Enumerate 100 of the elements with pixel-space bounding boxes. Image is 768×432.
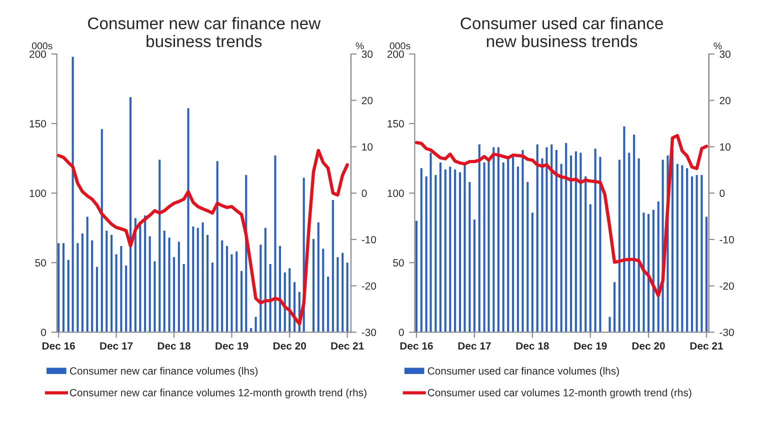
bar (178, 242, 180, 332)
x-tick-label: Dec 17 (458, 342, 491, 350)
bar (565, 143, 568, 332)
x-tick-label: Dec 21 (331, 342, 364, 350)
y-tick-label: 100 (30, 190, 46, 197)
bar (705, 216, 708, 332)
bar (317, 222, 320, 332)
legend-label: Consumer new car finance volumes 12-month growth trend (rhs) (70, 388, 366, 398)
bar (120, 246, 122, 332)
x-tick-label: Dec 17 (100, 342, 133, 350)
y-tick-label: 150 (30, 120, 46, 128)
bar (192, 226, 194, 332)
bar (522, 150, 524, 332)
bar (536, 144, 538, 332)
y2-tick-label: -10 (362, 236, 376, 244)
bar (584, 176, 587, 332)
bar (478, 144, 480, 332)
bar (336, 257, 339, 332)
bar (507, 158, 510, 332)
bar (531, 212, 534, 332)
y2-axis-title: % (356, 42, 364, 50)
bar (434, 175, 437, 332)
bar (202, 222, 204, 332)
y2-tick-label: 10 (362, 143, 373, 151)
x-tick-label: Dec 20 (632, 342, 665, 350)
bar (526, 182, 529, 332)
bar (633, 134, 636, 332)
bar (216, 161, 218, 332)
bar (163, 230, 166, 332)
bar (58, 243, 60, 332)
bar (182, 264, 185, 332)
y2-tick-label: -30 (362, 328, 376, 336)
bar (700, 175, 703, 332)
y-tick-label: 50 (35, 259, 46, 267)
bar (642, 212, 645, 332)
bar (206, 234, 209, 332)
bar (139, 222, 142, 332)
bar (342, 252, 344, 332)
y2-tick-label: -20 (362, 282, 376, 290)
bar (172, 257, 176, 332)
y2-tick-label: 20 (720, 96, 730, 104)
bar (454, 169, 456, 332)
bar (327, 276, 330, 332)
bar (420, 168, 422, 332)
bar (264, 228, 266, 332)
bar (550, 144, 553, 332)
bar (260, 244, 262, 332)
y2-tick-label: 20 (362, 96, 373, 104)
bar (671, 150, 674, 332)
bar (676, 164, 678, 332)
bar (652, 210, 654, 332)
bar (570, 156, 572, 332)
x-tick-label: Dec 19 (574, 342, 607, 350)
bar (430, 152, 432, 332)
bar (415, 220, 418, 332)
bar (449, 166, 452, 332)
x-tick-label: Dec 21 (690, 342, 723, 350)
chart-title: Consumer new car finance new business trends (88, 17, 321, 48)
bar (696, 175, 698, 332)
bar (96, 266, 98, 332)
x-tick-label: Dec 20 (274, 342, 306, 350)
y2-axis-title: % (714, 42, 722, 50)
legend-label: Consumer used car finance volumes (lhs) (428, 366, 619, 377)
y-tick-label: 150 (388, 120, 404, 128)
bar (574, 151, 577, 332)
bar (322, 248, 324, 332)
bar (154, 261, 156, 332)
bar (269, 264, 272, 332)
legend-label: Consumer new car finance volumes (lhs) (70, 366, 258, 377)
bar (278, 246, 281, 332)
bar (541, 158, 544, 332)
bar (110, 234, 113, 332)
bar (187, 108, 190, 332)
bar (444, 169, 446, 332)
bar (240, 271, 243, 332)
x-tick-label: Dec 19 (216, 342, 248, 350)
y2-tick-label: 30 (720, 50, 730, 58)
y-axis-title: 000s (390, 42, 410, 50)
bar (468, 182, 471, 332)
x-tick-label: Dec 16 (400, 342, 433, 350)
bar (516, 166, 519, 332)
y-tick-label: 200 (387, 50, 404, 58)
bar (130, 97, 132, 332)
line-series (56, 148, 349, 326)
y2-tick-label: 0 (362, 190, 367, 197)
bar (638, 158, 640, 332)
y2-tick-label: -20 (720, 282, 734, 290)
bar (608, 316, 611, 332)
bar (628, 152, 630, 332)
bar (492, 147, 495, 332)
bar (226, 246, 228, 332)
y2-tick-label: -10 (720, 236, 734, 244)
bar (91, 240, 94, 332)
bar (236, 252, 238, 332)
bar (125, 265, 128, 332)
x-tick-label: Dec 18 (158, 342, 190, 350)
y2-tick-label: -30 (720, 328, 734, 336)
bar (580, 152, 582, 332)
bar (681, 165, 684, 332)
y-axis-title: 000s (32, 42, 52, 50)
